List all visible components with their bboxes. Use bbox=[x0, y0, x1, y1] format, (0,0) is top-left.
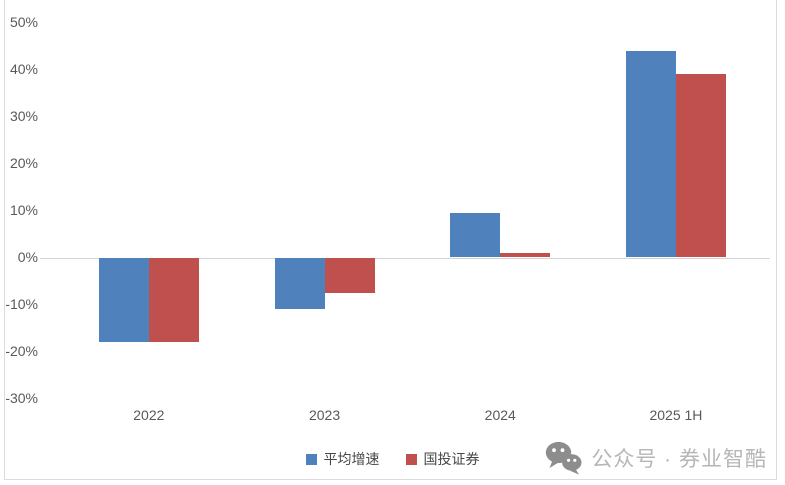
bar-series1-cat4 bbox=[625, 50, 676, 258]
bar-series1-cat1 bbox=[98, 257, 149, 343]
legend-swatch bbox=[405, 453, 417, 465]
y-tick-label: 50% bbox=[9, 14, 38, 30]
legend: 平均增速 国投证券 bbox=[0, 449, 785, 469]
watermark: 公众号 · 券业智酷 bbox=[545, 441, 767, 475]
bar-series2-cat1 bbox=[148, 257, 199, 343]
y-tick-label: -30% bbox=[5, 390, 38, 406]
y-tick-label: 40% bbox=[9, 61, 38, 77]
wechat-icon bbox=[546, 441, 582, 475]
x-category-label: 2023 bbox=[308, 407, 341, 423]
zero-axis-line bbox=[40, 258, 770, 259]
x-category-label: 2022 bbox=[133, 407, 165, 423]
bar-series1-cat2 bbox=[274, 257, 325, 310]
legend-label: 平均增速 bbox=[323, 451, 380, 467]
legend-item: 国投证券 bbox=[405, 449, 480, 469]
x-category-label: 2024 bbox=[484, 407, 516, 423]
bar-series2-cat3 bbox=[500, 252, 551, 258]
legend-item: 平均增速 bbox=[305, 449, 380, 469]
legend-label: 国投证券 bbox=[423, 451, 480, 467]
y-tick-label: 30% bbox=[9, 108, 38, 124]
bar-series2-cat2 bbox=[324, 257, 375, 293]
watermark-text: 公众号 · 券业智酷 bbox=[591, 448, 767, 471]
bar-series2-cat4 bbox=[675, 74, 726, 258]
y-tick-label: 0% bbox=[17, 249, 38, 265]
bar-series1-cat3 bbox=[450, 212, 501, 258]
y-tick-label: 10% bbox=[9, 202, 38, 218]
y-tick-label: 20% bbox=[9, 155, 38, 171]
y-tick-label: -20% bbox=[5, 343, 38, 359]
y-tick-label: -10% bbox=[5, 296, 38, 312]
legend-swatch bbox=[305, 453, 317, 465]
x-category-label: 2025 1H bbox=[649, 407, 703, 423]
